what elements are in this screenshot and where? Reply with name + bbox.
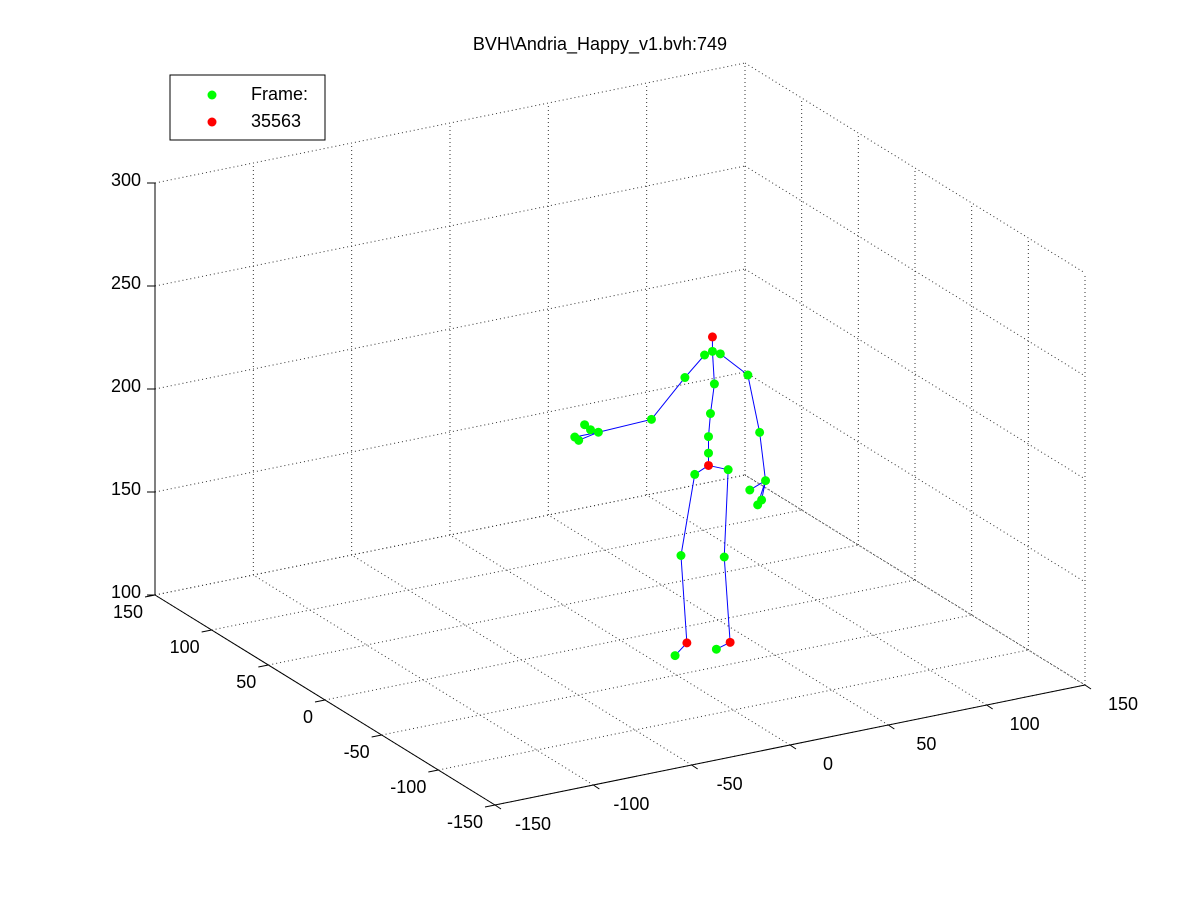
joint — [646, 414, 656, 424]
joint — [670, 651, 680, 661]
z-tick-label: 100 — [111, 582, 141, 602]
x-tick — [789, 744, 797, 750]
y-tick — [428, 769, 439, 773]
joint — [725, 637, 735, 647]
joint — [704, 460, 713, 470]
bone — [651, 377, 686, 420]
joint — [680, 373, 690, 383]
joint — [711, 644, 721, 654]
grid-line — [154, 62, 746, 184]
bone — [747, 374, 761, 433]
bone — [711, 351, 715, 384]
y-tick-label: 100 — [170, 637, 200, 657]
joint — [704, 432, 713, 442]
grid-line — [438, 649, 1029, 771]
x-tick — [494, 804, 502, 810]
legend-label: 35563 — [251, 111, 301, 131]
x-tick-label: 0 — [823, 754, 833, 774]
joint — [761, 476, 771, 486]
joint — [707, 346, 717, 356]
joint — [707, 332, 717, 342]
legend-marker — [207, 90, 217, 100]
bone — [680, 474, 696, 556]
joint — [705, 409, 715, 419]
bone — [723, 556, 731, 643]
joint — [723, 465, 733, 475]
bone — [684, 354, 705, 378]
grid-line — [154, 371, 746, 493]
grid-line — [381, 614, 972, 736]
x-tick-label: 150 — [1108, 694, 1138, 714]
grid-line — [154, 268, 746, 390]
y-tick — [144, 594, 156, 598]
joint — [700, 350, 710, 360]
grid-line — [268, 544, 859, 666]
legend-marker — [207, 117, 217, 127]
y-tick-label: 0 — [303, 707, 313, 727]
grid-line — [154, 165, 746, 287]
y-tick-label: -50 — [344, 742, 370, 762]
joint — [709, 379, 719, 389]
joint — [719, 552, 729, 562]
bone — [598, 418, 652, 433]
joint — [570, 432, 580, 442]
joint — [715, 349, 725, 359]
grid-line — [211, 509, 802, 631]
joint — [586, 425, 595, 435]
joint — [676, 551, 686, 560]
joint — [593, 427, 603, 437]
y-tick — [201, 629, 212, 633]
joint — [745, 485, 755, 495]
y-tick — [484, 804, 496, 808]
x-tick-label: -150 — [515, 814, 551, 834]
bone — [759, 432, 767, 481]
joint — [757, 495, 767, 505]
x-tick — [691, 764, 698, 770]
z-tick-label: 150 — [111, 479, 141, 499]
legend-label: Frame: — [251, 84, 308, 104]
joint — [704, 448, 713, 458]
joint — [580, 420, 590, 430]
joint — [682, 638, 692, 648]
joint — [743, 370, 753, 380]
grid-line — [154, 474, 746, 596]
x-tick — [593, 784, 600, 790]
y-tick — [258, 664, 269, 668]
z-tick-label: 200 — [111, 376, 141, 396]
x-tick — [986, 704, 993, 710]
x-tick-label: -100 — [613, 794, 649, 814]
grid-line — [324, 579, 916, 701]
y-tick-label: 50 — [236, 672, 256, 692]
bone — [709, 383, 715, 414]
legend-box — [169, 74, 326, 141]
y-tick — [371, 734, 382, 738]
joint — [755, 427, 765, 437]
x-tick — [888, 724, 895, 730]
skeleton-points — [570, 332, 771, 661]
y-tick — [314, 699, 326, 703]
bone — [719, 353, 749, 376]
legend: Frame: 35563 — [169, 74, 326, 141]
z-tick-label: 300 — [111, 170, 141, 190]
z-tick-label: 250 — [111, 273, 141, 293]
bone — [680, 555, 688, 643]
grid: 100150200250300-150-100-50050100150-150-… — [111, 62, 1138, 834]
chart-title: BVH\Andria_Happy_v1.bvh:749 — [473, 34, 727, 55]
y-tick-label: 150 — [113, 602, 143, 622]
joint — [690, 469, 700, 479]
y-tick-label: -100 — [390, 777, 426, 797]
y-tick-label: -150 — [447, 812, 483, 832]
x-tick — [1084, 684, 1092, 690]
x-tick-label: -50 — [717, 774, 743, 794]
x-tick-label: 100 — [1010, 714, 1040, 734]
bone — [723, 469, 729, 558]
x-tick-label: 50 — [916, 734, 936, 754]
